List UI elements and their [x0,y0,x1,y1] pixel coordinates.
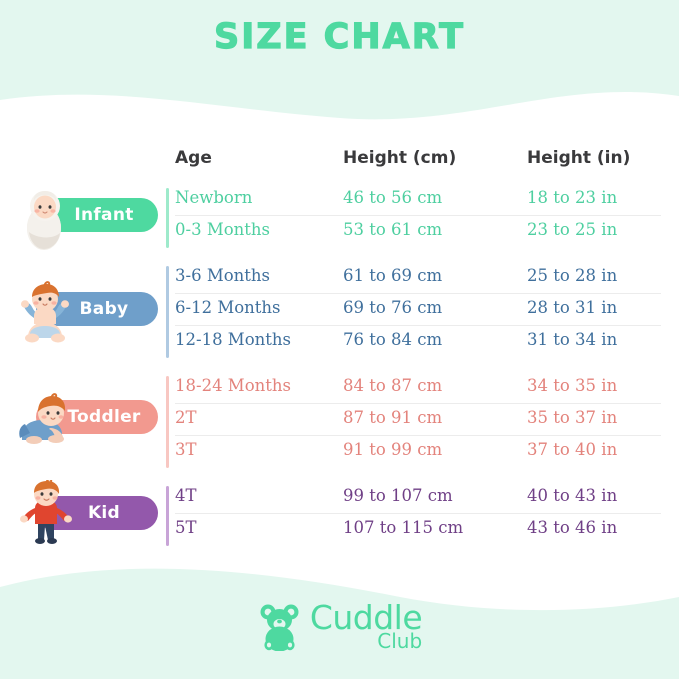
cell-age: 3-6 Months [175,266,270,285]
standing-kid-icon [14,480,80,546]
size-group-toddler: Toddler [0,372,679,468]
column-header-height-in: Height (in) [527,148,631,168]
cell-age: Newborn [175,188,253,207]
cell-height-cm: 107 to 115 cm [343,518,464,537]
table-row: Newborn 46 to 56 cm 18 to 23 in [0,184,679,216]
cell-age: 0-3 Months [175,220,270,239]
header-band [0,0,679,130]
group-rows-infant: Newborn 46 to 56 cm 18 to 23 in 0-3 Months 5… [0,184,679,248]
cell-height-cm: 76 to 84 cm [343,330,443,349]
group-rail-kid [166,486,169,546]
cell-age: 2T [175,408,197,427]
cell-height-cm: 46 to 56 cm [343,188,443,207]
cell-age: 6-12 Months [175,298,281,317]
page-title: SIZE CHART [213,16,466,57]
size-group-kid: Kid [0,480,679,546]
sitting-baby-icon [14,280,80,346]
cell-age: 4T [175,486,197,505]
row-separator [175,403,661,404]
group-rail-toddler [166,376,169,468]
cell-height-cm: 84 to 87 cm [343,376,443,395]
cell-height-cm: 69 to 76 cm [343,298,443,317]
cell-height-cm: 91 to 99 cm [343,440,443,459]
cell-age: 5T [175,518,197,537]
cell-age: 12-18 Months [175,330,291,349]
cell-age: 18-24 Months [175,376,291,395]
row-separator [175,215,661,216]
group-rail-infant [166,188,169,248]
cell-height-in: 43 to 46 in [527,518,618,537]
cell-height-in: 25 to 28 in [527,266,618,285]
crawling-toddler-icon [14,388,80,454]
cell-height-in: 28 to 31 in [527,298,618,317]
table-row: 3-6 Months 61 to 69 cm 25 to 28 in [0,262,679,294]
footer-wave-shape [0,568,679,679]
cell-height-cm: 53 to 61 cm [343,220,443,239]
teddy-bear-logo-icon [260,604,299,651]
table-row: 6-12 Months 69 to 76 cm 28 to 31 in [0,294,679,326]
cell-height-in: 23 to 25 in [527,220,618,239]
table-row: 3T 91 to 99 cm 37 to 40 in [0,436,679,468]
group-rows-toddler: 18-24 Months 84 to 87 cm 34 to 35 in 2T 87 t… [0,372,679,468]
brand-logo: Cuddle Club [0,601,679,651]
size-group-infant: Infant [0,184,679,250]
group-label-infant: Infant [74,205,134,225]
row-separator [175,513,661,514]
table-row: 0-3 Months 53 to 61 cm 23 to 25 in [0,216,679,248]
group-badge-infant: Infant [8,191,158,250]
column-header-height-cm: Height (cm) [343,148,457,168]
size-table: Age Height (cm) Height (in) Infant [0,140,679,560]
table-row: 5T 107 to 115 cm 43 to 46 in [0,514,679,546]
row-separator [175,435,661,436]
table-header-row: Age Height (cm) Height (in) [0,140,679,184]
cell-height-cm: 61 to 69 cm [343,266,443,285]
cell-height-in: 35 to 37 in [527,408,618,427]
cell-height-cm: 87 to 91 cm [343,408,443,427]
table-row: 2T 87 to 91 cm 35 to 37 in [0,404,679,436]
group-label-kid: Kid [87,503,121,523]
table-row: 4T 99 to 107 cm 40 to 43 in [0,482,679,514]
row-separator [175,325,661,326]
group-badge-toddler: Toddler [8,393,158,444]
group-badge-kid: Kid [8,480,158,544]
group-badge-baby: Baby [8,281,158,343]
row-separator [175,293,661,294]
footer-band [0,553,679,679]
cell-height-in: 34 to 35 in [527,376,618,395]
group-rail-baby [166,266,169,358]
cell-height-in: 40 to 43 in [527,486,618,505]
cell-height-in: 18 to 23 in [527,188,618,207]
cell-height-in: 37 to 40 in [527,440,618,459]
cell-age: 3T [175,440,197,459]
column-header-age: Age [175,148,212,168]
brand-name: Cuddle [309,598,423,637]
group-label-toddler: Toddler [67,407,141,427]
table-row: 12-18 Months 76 to 84 cm 31 to 34 in [0,326,679,358]
size-group-baby: Baby [0,262,679,358]
group-label-baby: Baby [79,299,129,319]
brand-subtitle: Club [377,629,423,653]
table-row: 18-24 Months 84 to 87 cm 34 to 35 in [0,372,679,404]
group-rows-baby: 3-6 Months 61 to 69 cm 25 to 28 in 6-12 Mon… [0,262,679,358]
group-rows-kid: 4T 99 to 107 cm 40 to 43 in 5T 107 to 115 cm… [0,482,679,546]
cell-height-in: 31 to 34 in [527,330,618,349]
swaddled-infant-icon [14,186,80,252]
cell-height-cm: 99 to 107 cm [343,486,453,505]
header-wave-shape [0,0,679,120]
